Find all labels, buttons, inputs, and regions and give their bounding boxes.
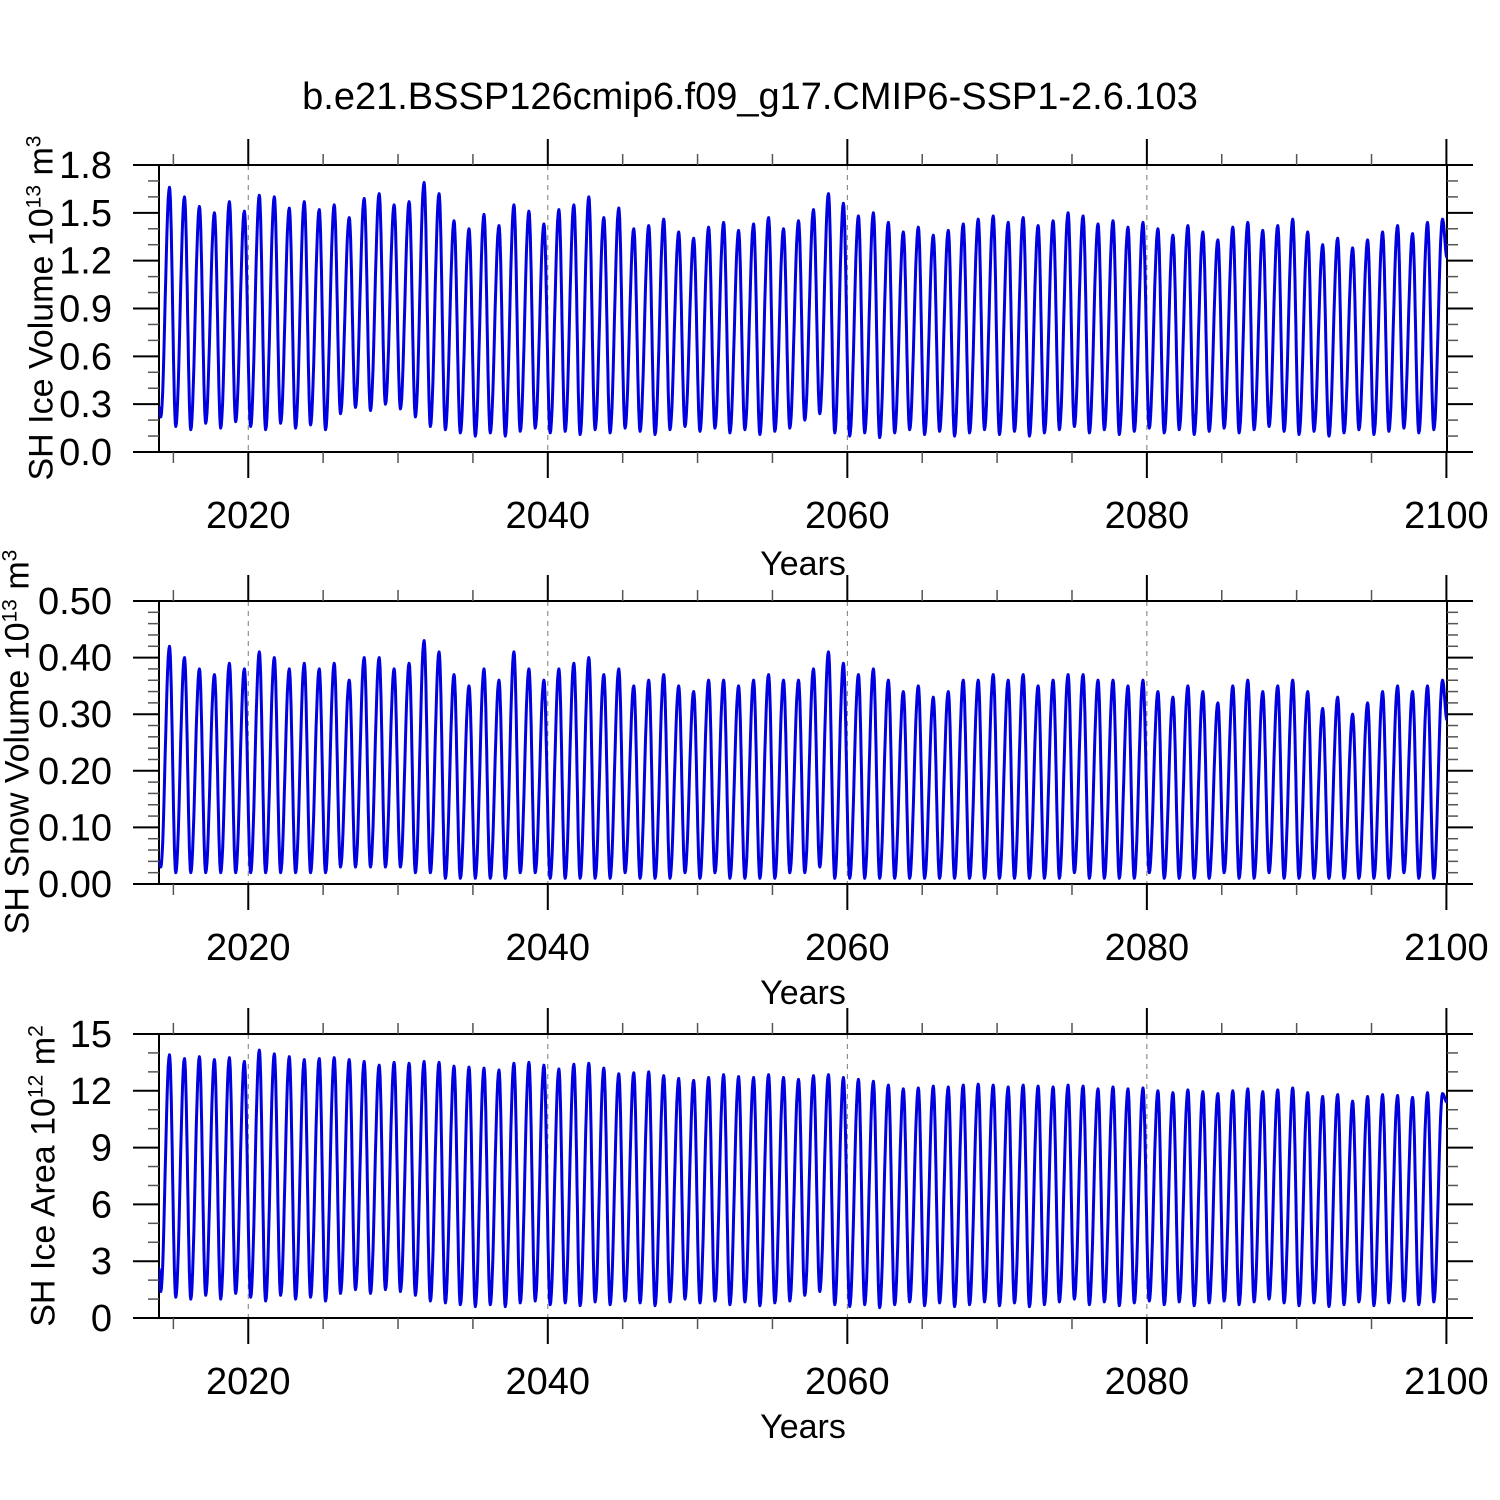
y-tick-label: 9: [91, 1128, 112, 1170]
y-axis-label-snow-volume: SH Snow Volume 1013 m3: [0, 549, 37, 935]
axis-frame: [158, 1033, 1448, 1319]
y-axis-label-unit-exponent: 3: [0, 549, 22, 562]
panel-sh-ice-area: 2020 2040 2060 2080 2100 0 3 6 9 12 15: [70, 1008, 1489, 1403]
x-axis-label-years-2: Years: [760, 974, 846, 1012]
x-tick-label: 2060: [805, 495, 890, 537]
data-line: [159, 1048, 1447, 1310]
y-tick-label: 15: [70, 1014, 112, 1056]
x-tick-label: 2060: [805, 1361, 890, 1403]
y-tick-label: 0.9: [59, 289, 112, 331]
y-axis-label-ice-area: SH Ice Area 1012 m2: [19, 1025, 63, 1327]
x-tick-label: 2100: [1404, 1361, 1489, 1403]
data-line: [159, 639, 1447, 880]
x-tick-label: 2040: [506, 927, 591, 969]
x-tick-label: 2020: [206, 495, 291, 537]
y-tick-label: 0.6: [59, 336, 112, 378]
x-tick-label: 2100: [1404, 927, 1489, 969]
panel-sh-snow-volume: 2020 2040 2060 2080 2100 0.00 0.10 0.20 0.30 0.40…: [38, 575, 1489, 969]
x-axis-label-years-1: Years: [760, 545, 846, 583]
y-axis-label-text: SH Snow Volume 10: [0, 622, 37, 935]
x-tick-label: 2020: [206, 927, 291, 969]
y-axis-label-unit-exponent: 3: [22, 135, 46, 148]
y-tick-label: 1.2: [59, 241, 112, 283]
x-axis-label-years-3: Years: [760, 1408, 846, 1446]
y-tick-label: 0.40: [38, 638, 112, 680]
y-axis-label-text: SH Ice Area 10: [24, 1098, 63, 1327]
y-tick-label: 0: [91, 1298, 112, 1340]
y-axis-label-unit: m: [22, 147, 61, 185]
x-tick-label: 2040: [506, 1361, 591, 1403]
x-tick-label: 2080: [1105, 927, 1190, 969]
x-tick-label: 2100: [1404, 495, 1489, 537]
y-axis-label-unit: m: [24, 1036, 63, 1075]
y-tick-label: 0.0: [59, 432, 112, 474]
y-axis-label-text: SH Ice Volume 10: [22, 208, 61, 481]
x-tick-label: 2060: [805, 927, 890, 969]
x-tick-label: 2020: [206, 1361, 291, 1403]
y-tick-label: 1.8: [59, 145, 112, 187]
axis-frame: [158, 600, 1448, 885]
y-axis-label-unit: m: [0, 561, 37, 600]
y-tick-label: 0.20: [38, 751, 112, 793]
y-axis-label-exponent: 12: [24, 1074, 48, 1099]
y-axis-label-ice-volume: SH Ice Volume 1013 m3: [17, 135, 61, 481]
panel-sh-ice-volume: 2020 2040 2060 2080 2100 0.0 0.3 0.6 0.9 1.2 1.5 1.…: [59, 139, 1489, 537]
y-tick-label: 0.10: [38, 807, 112, 849]
y-tick-label: 3: [91, 1241, 112, 1283]
y-tick-label: 0.00: [38, 864, 112, 906]
x-tick-label: 2080: [1105, 1361, 1190, 1403]
y-tick-label: 12: [70, 1071, 112, 1113]
x-tick-label: 2040: [506, 495, 591, 537]
y-tick-label: 1.5: [59, 193, 112, 235]
y-axis-label-unit-exponent: 2: [24, 1025, 48, 1037]
data-line: [159, 181, 1447, 440]
y-tick-label: 0.3: [59, 384, 112, 426]
y-axis-label-exponent: 13: [0, 599, 22, 623]
y-tick-label: 0.50: [38, 581, 112, 623]
x-tick-label: 2080: [1105, 495, 1190, 537]
y-tick-label: 0.30: [38, 694, 112, 736]
chart-title: b.e21.BSSP126cmip6.f09_g17.CMIP6-SSP1-2.…: [302, 76, 1198, 118]
y-axis-label-exponent: 13: [22, 184, 46, 209]
y-tick-label: 6: [91, 1184, 112, 1226]
